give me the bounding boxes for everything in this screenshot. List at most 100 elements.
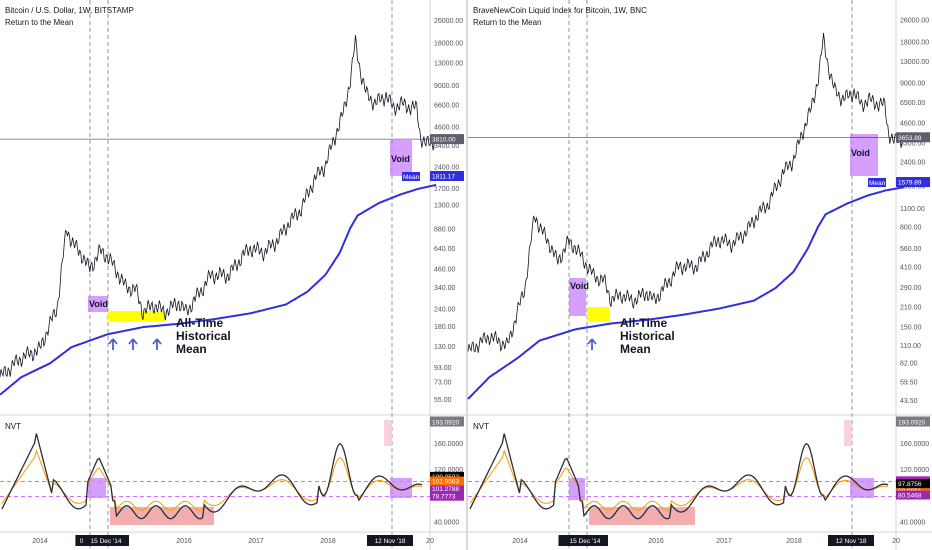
price-tick-label: 43.50	[900, 398, 918, 405]
nvt-value-label: 78.7773	[432, 494, 456, 501]
chart-title: Bitcoin / U.S. Dollar, 1W, BITSTAMP	[5, 6, 134, 15]
nvt-void-zone	[88, 478, 106, 498]
void-zone-recent	[850, 134, 878, 176]
price-tick-label: 800.00	[900, 225, 922, 232]
nvt-axis-label: 193.0920	[898, 420, 925, 427]
price-tick-label: 4600.00	[900, 121, 925, 128]
price-tick-label: 180.00	[434, 324, 456, 331]
up-arrow-icon	[587, 338, 597, 350]
mean-value: 1579.89	[898, 180, 922, 187]
nvt-axis-label: 160.0000	[900, 441, 929, 448]
time-marker-label: 12 Nov '18	[375, 538, 406, 545]
mean-tag-label: Mean	[403, 174, 420, 181]
price-tick-label: 640.00	[434, 246, 456, 253]
void-label-recent: Void	[391, 154, 410, 164]
last-price-tag	[896, 132, 930, 143]
nvt-value-label: 97.8756	[898, 481, 922, 488]
price-tick-label: 150.00	[900, 324, 922, 331]
mean-value-tag	[896, 177, 930, 187]
price-tick-label: 240.00	[434, 306, 456, 313]
nvt-max-tag	[896, 416, 930, 427]
time-tick-label: 2017	[716, 538, 732, 545]
mean-tag-box	[868, 178, 886, 187]
time-tick-label: 20	[426, 538, 434, 545]
time-tick-label: 2018	[786, 538, 802, 545]
price-tick-label: 26000.00	[900, 18, 929, 25]
price-tick-label: 460.00	[434, 266, 456, 273]
price-tick-label: 110.00	[900, 343, 921, 350]
price-tick-label: 82.00	[900, 360, 918, 367]
price-tick-label: 6600.00	[434, 102, 459, 109]
price-tick-label: 9000.00	[434, 83, 459, 90]
annotation-line: Historical	[176, 329, 231, 343]
last-price-value: 3653.89	[898, 135, 922, 142]
nvt-high-zone	[384, 420, 392, 446]
void-zone-recent	[390, 140, 412, 176]
price-tick-label: 1100.00	[900, 206, 925, 213]
nvt-axis-label: 120.0000	[900, 467, 929, 474]
price-tick-label: 130.00	[434, 344, 456, 351]
nvt-void-zone-recent	[390, 478, 412, 498]
annotation-line: Historical	[620, 329, 675, 343]
price-tick-label: 210.00	[900, 304, 922, 311]
nvt-value-tag	[896, 490, 930, 500]
time-tick-label: 2016	[648, 538, 664, 545]
time-marker-tag	[562, 535, 608, 546]
nvt-label: NVT	[473, 422, 489, 431]
price-tick-label: 13000.00	[900, 59, 929, 66]
chart-subtitle: Return to the Mean	[5, 18, 73, 27]
void-zone	[88, 296, 108, 312]
nvt-axis-label: 40.0000	[900, 520, 925, 527]
up-arrow-icon	[128, 338, 138, 350]
bitstamp-chart-panel[interactable]: Bitcoin / U.S. Dollar, 1W, BITSTAMP Retur…	[0, 0, 468, 550]
price-tick-label: 290.00	[900, 285, 922, 292]
price-tick-label: 410.00	[900, 264, 922, 271]
nvt-value-tag	[430, 491, 464, 501]
price-tick-label: 880.00	[434, 226, 456, 233]
nvt-high-zone	[844, 420, 852, 446]
annotation-line: All-Time	[176, 316, 223, 330]
nvt-value-tag	[430, 483, 464, 493]
price-series-line	[0, 35, 437, 378]
price-tick-label: 9000.00	[900, 81, 925, 88]
time-tick-label: 2018	[320, 538, 336, 545]
chart-subtitle: Return to the Mean	[473, 18, 541, 27]
price-tick-label: 340.00	[434, 285, 456, 292]
nvt-value-tag	[896, 479, 930, 489]
mean-value-tag	[430, 171, 464, 181]
mean-tag-label: Mean	[869, 180, 886, 187]
time-marker-tag	[83, 535, 129, 546]
void-label: Void	[570, 281, 589, 291]
time-tick-label: 2014	[512, 538, 528, 545]
bnc-chart-panel[interactable]: BraveNewCoin Liquid Index for Bitcoin, 1…	[467, 0, 932, 550]
void-label-recent: Void	[851, 148, 870, 158]
last-price-value: 3810.00	[432, 137, 456, 144]
mean-tag-box	[402, 172, 420, 181]
time-tick-label: 20	[892, 538, 900, 545]
price-tick-label: 1700.00	[434, 186, 459, 193]
up-arrow-icon	[108, 338, 118, 350]
nvt-value-tag	[430, 471, 464, 481]
nvt-axis-label: 120.0000	[434, 467, 463, 474]
nvt-line	[469, 433, 889, 520]
void-zone	[569, 278, 586, 316]
nvt-label: NVT	[5, 422, 21, 431]
price-tick-label: 18000.00	[900, 39, 929, 46]
annotation-line: All-Time	[620, 316, 667, 330]
price-tick-label: 560.00	[900, 246, 922, 253]
void-label: Void	[89, 299, 108, 309]
mean-value: 1811.17	[432, 174, 455, 181]
nvt-low-zone	[110, 507, 214, 525]
price-tick-label: 2400.00	[434, 165, 459, 172]
nvt-line	[1, 433, 423, 520]
mean-touch-zone	[108, 311, 166, 321]
time-marker-label: 15 Dec '14	[91, 538, 122, 545]
price-tick-label: 4600.00	[434, 124, 459, 131]
time-marker-label: 15 Dec '14	[570, 538, 601, 545]
nvt-axis-label: 40.0000	[434, 520, 459, 527]
time-tick-label: 2014	[32, 538, 48, 545]
chart-title: BraveNewCoin Liquid Index for Bitcoin, 1…	[473, 6, 647, 15]
nvt-max-tag	[430, 416, 464, 427]
price-tick-label: 6500.00	[900, 100, 925, 107]
